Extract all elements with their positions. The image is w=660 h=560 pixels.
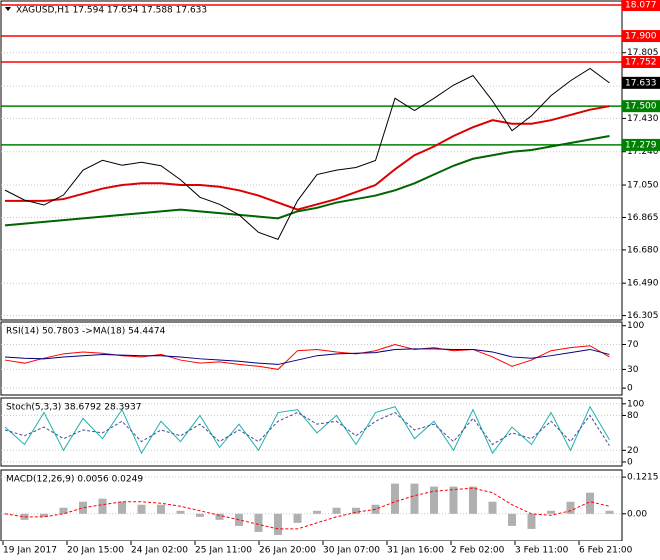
series-line — [4, 134, 610, 227]
level-label: 17.279 — [625, 140, 657, 150]
level-label: 17.900 — [625, 32, 657, 42]
series-line — [4, 348, 610, 365]
x-tick-label: 3 Feb 11:00 — [515, 546, 569, 556]
y-tick-label: 100 — [627, 321, 644, 331]
level-label-bg — [622, 76, 660, 89]
y-tick-label: 100 — [627, 399, 644, 409]
histogram-bar — [527, 513, 536, 529]
y-tick-label: 0 — [627, 384, 633, 394]
histogram-bar — [605, 510, 614, 514]
series-line — [5, 105, 610, 211]
histogram-bar — [586, 492, 594, 514]
level-label-bg — [622, 100, 660, 113]
histogram-bar — [469, 486, 477, 514]
y-tick-label: 16.680 — [627, 245, 659, 255]
histogram-bar — [20, 513, 29, 520]
y-tick-label: 16.305 — [627, 311, 659, 321]
x-axis-strip — [0, 541, 660, 560]
histogram-bar — [157, 504, 165, 514]
level-label-bg — [622, 30, 660, 43]
histogram-bar — [449, 486, 458, 514]
histogram-bar — [508, 513, 516, 526]
y-tick-label: 20 — [627, 446, 639, 456]
x-tick-label: 30 Jan 07:00 — [323, 546, 380, 556]
level-label: 17.752 — [625, 57, 657, 67]
y-tick-label: 16.490 — [627, 279, 659, 289]
panel-frame — [0, 321, 623, 396]
symbol-arrow — [5, 7, 11, 11]
level-label: 17.633 — [625, 78, 657, 88]
series-line — [4, 343, 610, 370]
histogram-bar — [137, 504, 146, 514]
histogram-bar — [176, 510, 185, 514]
x-tick-label: 25 Jan 11:00 — [195, 546, 252, 556]
y-tick-label: 17.240 — [627, 147, 659, 157]
series-line — [4, 67, 610, 240]
x-tick-label: 2 Feb 02:00 — [451, 546, 505, 556]
panel-title: Stoch(5,3,3) 38.6792 28.3937 — [6, 403, 141, 413]
panel-frame — [0, 397, 623, 467]
histogram-bar — [547, 510, 555, 514]
histogram-bar — [352, 507, 360, 514]
y-tick-label: 16.865 — [627, 213, 659, 223]
histogram-bar — [488, 501, 497, 514]
histogram-bar — [59, 507, 68, 514]
y-tick-label: 17.430 — [627, 114, 659, 124]
y-tick-label: 17.050 — [627, 181, 659, 191]
y-tick-label: 17.805 — [627, 48, 659, 58]
x-tick-label: 20 Jan 15:00 — [67, 546, 124, 556]
y-tick-label: 70 — [627, 340, 639, 350]
histogram-bar — [40, 513, 48, 517]
panel-title: RSI(14) 50.7803 ->MA(18) 54.4474 — [6, 327, 166, 337]
histogram-bar — [313, 510, 321, 514]
x-tick-label: 26 Jan 20:00 — [259, 546, 316, 556]
histogram-bar — [118, 501, 126, 514]
panel-frame — [0, 0, 623, 321]
histogram-bar — [332, 507, 341, 514]
level-label-bg — [622, 0, 660, 12]
level-label: 18.077 — [625, 1, 657, 11]
series-line — [4, 487, 610, 530]
histogram-bar — [410, 483, 419, 514]
y-tick-label: 80 — [627, 411, 639, 421]
histogram-bar — [274, 513, 282, 535]
histogram-bar — [79, 501, 87, 514]
histogram-bar — [215, 513, 224, 520]
y-tick-label: 30 — [627, 365, 639, 375]
series-line — [4, 405, 610, 455]
x-tick-label: 19 Jan 2017 — [3, 546, 57, 556]
level-label: 17.500 — [625, 102, 657, 112]
histogram-bar — [196, 513, 204, 517]
y-tick-label: 0.00 — [627, 509, 647, 519]
level-label-bg — [622, 138, 660, 151]
y-tick-label: 0 — [627, 457, 633, 467]
histogram-bar — [254, 513, 263, 532]
series-line — [4, 411, 610, 446]
level-label-bg — [622, 55, 660, 68]
panel-title: MACD(12,26,9) 0.0056 0.0249 — [6, 475, 143, 485]
histogram-bar — [430, 486, 438, 514]
histogram-bar — [566, 501, 575, 514]
x-tick-label: 24 Jan 02:00 — [131, 546, 188, 556]
x-tick-label: 6 Feb 21:00 — [579, 546, 633, 556]
histogram-bar — [293, 513, 302, 523]
panel-title: XAGUSD,H1 17.594 17.654 17.588 17.633 — [16, 6, 207, 16]
x-tick-label: 31 Jan 16:00 — [387, 546, 444, 556]
y-tick-label: 0.1215 — [627, 473, 659, 483]
histogram-bar — [391, 483, 399, 514]
histogram-bar — [98, 498, 107, 514]
